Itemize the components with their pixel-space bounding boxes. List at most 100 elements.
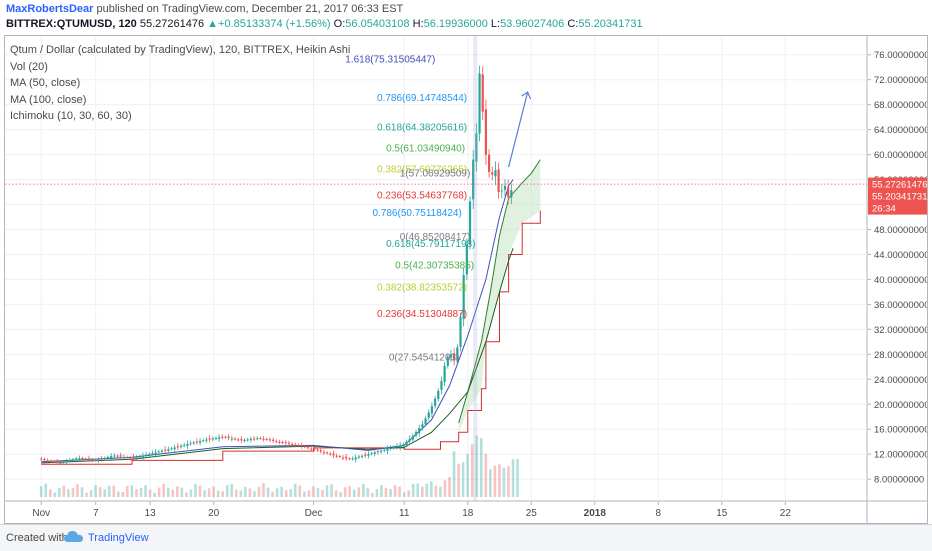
footer: Created with TradingView bbox=[0, 524, 932, 551]
ma50-line bbox=[41, 179, 514, 463]
candle-body bbox=[138, 456, 141, 458]
projection-arrow-head bbox=[521, 91, 532, 100]
legend-ma100[interactable]: MA (100, close) bbox=[10, 93, 87, 106]
candle-body bbox=[81, 458, 84, 460]
candle-body bbox=[503, 185, 507, 190]
tradingview-brand-link[interactable]: TradingView bbox=[88, 532, 149, 544]
close-value: 55.20341731 bbox=[578, 18, 643, 30]
volume-bar bbox=[162, 483, 165, 497]
candle-body bbox=[437, 390, 440, 399]
candle-body bbox=[211, 438, 214, 440]
ohlc-line: BITTREX:QTUMUSD, 120 55.27261476 ▲+0.851… bbox=[6, 18, 643, 32]
open-value: 56.05403108 bbox=[345, 18, 410, 30]
candle-body bbox=[214, 437, 218, 439]
volume-bar bbox=[461, 462, 465, 497]
volume-bar bbox=[475, 435, 479, 497]
fib-level-label: 0.618(64.38205616) bbox=[377, 123, 467, 134]
candle-body bbox=[170, 448, 173, 450]
chart-frame[interactable]: 8.00000000 12.00000000 16.00000000 20.00000… bbox=[4, 35, 928, 524]
volume-bar bbox=[157, 487, 161, 497]
candle-body bbox=[487, 154, 491, 173]
volume-bar bbox=[121, 491, 125, 497]
up-triangle-icon: ▲ bbox=[207, 18, 219, 30]
candle-body bbox=[144, 454, 148, 456]
candle-body bbox=[332, 453, 335, 456]
volume-bar bbox=[144, 485, 147, 497]
legend-main-series[interactable]: Qtum / Dollar (calculated by TradingView… bbox=[10, 44, 351, 56]
legend-ichimoku[interactable]: Ichimoku (10, 30, 60, 30) bbox=[10, 110, 132, 122]
candle-body bbox=[297, 444, 300, 446]
volume-bar bbox=[262, 483, 265, 497]
volume-bar bbox=[80, 487, 84, 497]
candle-body bbox=[132, 457, 135, 459]
volume-bar bbox=[117, 491, 120, 497]
y-tick-label: 76.00000000 bbox=[874, 50, 927, 61]
y-tick-label: 68.00000000 bbox=[874, 100, 927, 111]
volume-bar bbox=[307, 490, 311, 497]
candle-body bbox=[40, 458, 43, 460]
low-value: 53.96027406 bbox=[500, 18, 565, 30]
volume-bar bbox=[393, 485, 397, 497]
candle-body bbox=[446, 356, 449, 366]
legend-volume[interactable]: Vol (20) bbox=[10, 60, 48, 73]
volume-bar bbox=[334, 490, 338, 497]
volume-bar bbox=[298, 485, 302, 497]
volume-bar bbox=[352, 489, 356, 497]
candle-body bbox=[345, 456, 348, 459]
candle-body bbox=[167, 449, 170, 451]
ichimoku-span-b-line bbox=[41, 210, 541, 465]
candle-body bbox=[468, 201, 472, 245]
volume-bar bbox=[484, 453, 488, 497]
volume-bar bbox=[239, 490, 243, 497]
candle-body bbox=[459, 316, 462, 347]
volume-bar bbox=[371, 492, 374, 497]
candle-body bbox=[354, 457, 357, 460]
candle-body bbox=[494, 170, 497, 177]
ma100-line bbox=[41, 248, 514, 464]
candle-body bbox=[106, 457, 110, 459]
candle-body bbox=[233, 438, 237, 440]
candle-body bbox=[87, 458, 91, 460]
candle-body bbox=[227, 436, 230, 438]
volume-bar bbox=[253, 491, 256, 497]
candle-body bbox=[383, 449, 386, 451]
volume-bar bbox=[275, 488, 279, 497]
candle-body bbox=[252, 438, 256, 440]
candle-body bbox=[59, 462, 62, 464]
candle-body bbox=[399, 445, 402, 448]
volume-bar bbox=[293, 483, 297, 497]
candle-body bbox=[392, 447, 395, 449]
x-tick-label: Nov bbox=[32, 508, 50, 519]
price-chart[interactable]: 8.00000000 12.00000000 16.00000000 20.00000… bbox=[5, 36, 927, 523]
candle-body bbox=[176, 446, 179, 448]
price-tag-bg bbox=[868, 189, 927, 203]
open-label: O: bbox=[333, 18, 346, 30]
candle-body bbox=[294, 444, 297, 446]
volume-bar bbox=[76, 484, 79, 497]
candle-body bbox=[141, 455, 145, 458]
x-tick-label: 13 bbox=[145, 508, 157, 519]
volume-bar bbox=[362, 484, 365, 497]
candle-body bbox=[405, 442, 408, 445]
volume-bar bbox=[234, 489, 238, 497]
legend-ma50[interactable]: MA (50, close) bbox=[10, 77, 81, 89]
candle-body bbox=[164, 449, 167, 451]
volume-bar bbox=[289, 488, 293, 497]
y-tick-label: 48.00000000 bbox=[874, 225, 927, 236]
fib-level-label: 0.786(69.14748544) bbox=[377, 93, 467, 104]
candle-body bbox=[97, 459, 100, 461]
volume-bar bbox=[148, 489, 152, 497]
fib-level-label: 0.236(34.51304887) bbox=[377, 309, 467, 320]
candle-body bbox=[380, 450, 383, 452]
volume-bar bbox=[389, 489, 392, 497]
candle-body bbox=[418, 428, 421, 434]
candle-body bbox=[268, 439, 272, 441]
candle-body bbox=[49, 460, 52, 462]
candle-body bbox=[306, 447, 310, 449]
volume-bar bbox=[511, 459, 515, 497]
volume-bar bbox=[284, 490, 288, 497]
author-link[interactable]: MaxRobertsDear bbox=[6, 3, 94, 15]
y-tick-label: 60.00000000 bbox=[874, 150, 927, 161]
candle-body bbox=[402, 444, 405, 446]
volume-bar bbox=[176, 486, 179, 497]
